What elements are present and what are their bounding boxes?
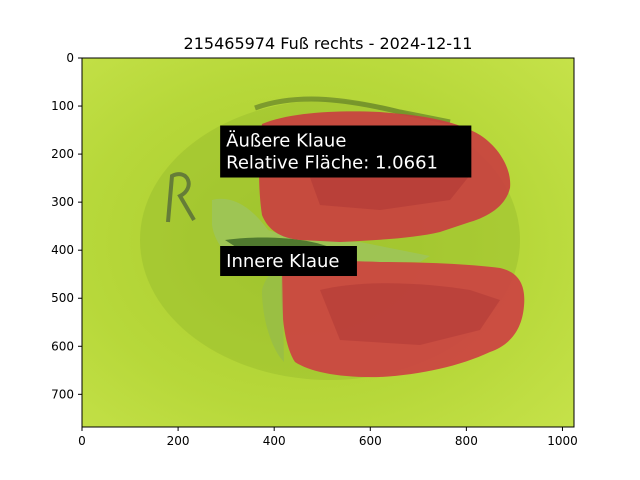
annotation-text: Äußere Klaue [226,131,346,152]
annotation-box [220,246,357,277]
marker-letter-r [166,172,196,223]
annotation-label: Innere Klaue [220,246,357,277]
y-tick-label: 200 [51,147,74,161]
y-tick-label: 500 [51,291,74,305]
shadow-stroke-top [254,96,451,125]
annotation-text: Relative Fläche: 1.0661 [226,153,438,174]
plot-frame [81,57,575,428]
y-tick-label: 600 [51,339,74,353]
y-tick-label: 0 [66,51,74,65]
annotation-box [220,125,472,178]
image-area [82,58,574,427]
x-tick-label: 200 [167,434,190,448]
x-tick-label: 0 [78,434,86,448]
y-tick-label: 700 [51,387,74,401]
x-tick-label: 800 [455,434,478,448]
y-tick-label: 400 [51,243,74,257]
inner-claw-toe-edge [262,268,284,362]
x-axis: 0 200 400 600 800 1000 [78,427,578,448]
y-axis: 0 100 200 300 400 500 600 700 [51,51,82,401]
y-tick-label: 100 [51,99,74,113]
annotation-text: Innere Klaue [226,251,339,272]
inner-claw-shade [320,283,500,345]
inner-claw-region [281,261,525,378]
x-tick-label: 600 [359,434,382,448]
chart-title: 215465974 Fuß rechts - 2024-12-11 [184,34,473,53]
x-tick-label: 1000 [547,434,578,448]
y-tick-label: 300 [51,195,74,209]
x-tick-label: 400 [263,434,286,448]
